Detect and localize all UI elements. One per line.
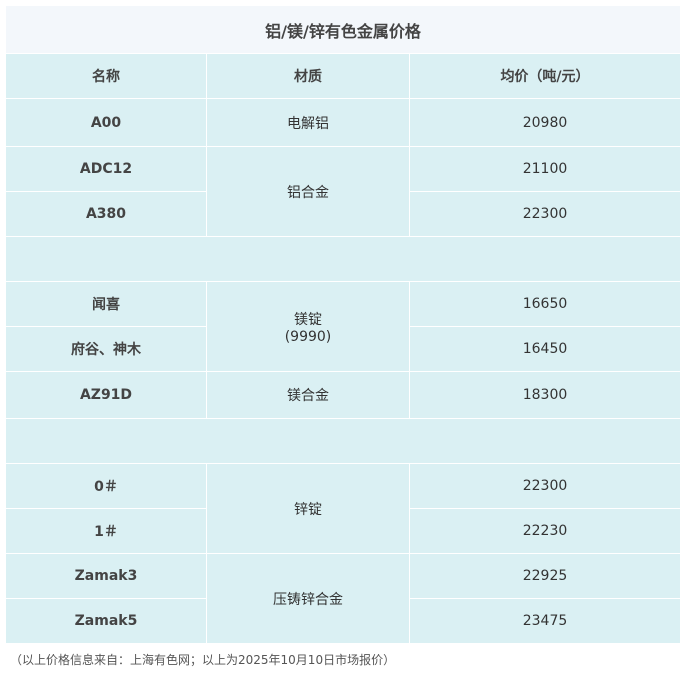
cell-price: 20980 bbox=[409, 98, 681, 147]
cell-price: 16650 bbox=[409, 281, 681, 327]
cell-material: 铝合金 bbox=[206, 146, 410, 237]
spacer-row bbox=[5, 236, 681, 282]
cell-material: 锌锭 bbox=[206, 463, 410, 554]
table-row: ADC12 铝合金 21100 bbox=[5, 146, 681, 237]
material-text: 镁锭 bbox=[294, 311, 322, 328]
cell-price: 22300 bbox=[409, 191, 681, 237]
table-row: 府谷、神木 16450 bbox=[5, 326, 681, 372]
cell-name: Zamak5 bbox=[5, 598, 207, 644]
table-row: AZ91D 镁合金 18300 bbox=[5, 371, 681, 419]
table-row: Zamak3 压铸锌合金 22925 bbox=[5, 553, 681, 644]
cell-name: 府谷、神木 bbox=[5, 326, 207, 372]
cell-price: 23475 bbox=[409, 598, 681, 644]
empty-cell bbox=[5, 418, 681, 464]
cell-name: ADC12 bbox=[5, 146, 207, 192]
material-grade: (9990) bbox=[284, 328, 332, 345]
cell-price: 22300 bbox=[409, 463, 681, 509]
cell-material: 电解铝 bbox=[206, 98, 410, 147]
cell-price: 22925 bbox=[409, 553, 681, 599]
table-row: A380 22300 bbox=[5, 191, 681, 237]
header-price: 均价（吨/元） bbox=[409, 53, 681, 99]
cell-name: 0＃ bbox=[5, 463, 207, 509]
header-material: 材质 bbox=[206, 53, 410, 99]
table-row: A00 电解铝 20980 bbox=[5, 98, 681, 147]
cell-name: A00 bbox=[5, 98, 207, 147]
table-row: 闻喜 镁锭 (9990) 16650 bbox=[5, 281, 681, 372]
table-title: 铝/镁/锌有色金属价格 bbox=[5, 5, 681, 54]
table-row: 1＃ 22230 bbox=[5, 508, 681, 554]
cell-price: 16450 bbox=[409, 326, 681, 372]
cell-price: 18300 bbox=[409, 371, 681, 419]
header-row: 名称 材质 均价（吨/元） bbox=[5, 53, 681, 99]
spacer-row bbox=[5, 418, 681, 464]
cell-material: 压铸锌合金 bbox=[206, 553, 410, 644]
header-name: 名称 bbox=[5, 53, 207, 99]
cell-price: 22230 bbox=[409, 508, 681, 554]
cell-name: AZ91D bbox=[5, 371, 207, 419]
footnote: （以上价格信息来自：上海有色网；以上为2025年10月10日市场报价） bbox=[10, 653, 396, 667]
cell-name: 闻喜 bbox=[5, 281, 207, 327]
empty-cell bbox=[5, 236, 681, 282]
table-row: 0＃ 锌锭 22300 bbox=[5, 463, 681, 554]
cell-material: 镁锭 (9990) bbox=[206, 281, 410, 372]
metal-price-table: 铝/镁/锌有色金属价格 名称 材质 均价（吨/元） A00 电解铝 20980 AD… bbox=[5, 5, 681, 644]
cell-name: 1＃ bbox=[5, 508, 207, 554]
table-row: Zamak5 23475 bbox=[5, 598, 681, 644]
cell-material: 镁合金 bbox=[206, 371, 410, 419]
cell-price: 21100 bbox=[409, 146, 681, 192]
cell-name: A380 bbox=[5, 191, 207, 237]
cell-name: Zamak3 bbox=[5, 553, 207, 599]
